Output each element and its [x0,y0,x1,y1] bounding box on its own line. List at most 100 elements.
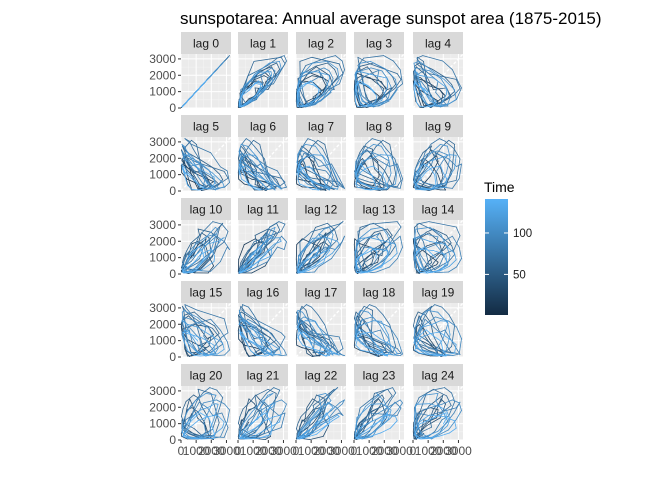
lag-segment [419,74,435,79]
lag-segment [264,243,275,254]
lag-segment [416,71,422,87]
lag-segment [182,323,188,340]
lag-segment [422,426,433,432]
lag-segment [434,419,443,432]
facet-strip [238,115,288,137]
lag-segment [186,266,198,273]
lag-segment [326,237,338,242]
lag-segment [264,401,271,409]
lag-segment [314,320,324,336]
lag-segment [364,254,371,261]
lag-segment [181,425,185,433]
lag-segment [325,409,336,423]
lag-segment [190,234,201,244]
lag-segment [203,183,212,190]
lag-segment [416,188,425,191]
lag-segment [269,336,278,345]
lag-segment [303,271,316,274]
facet-label: lag 15 [190,286,223,300]
lag-segment [296,326,303,337]
lag-segment [359,349,372,354]
lag-segment [370,261,379,266]
lag-segment [203,406,212,423]
lag-segment [443,416,455,422]
lag-segment [244,100,250,105]
lag-segment [257,422,273,437]
lag-segment [240,165,246,169]
lag-segment [188,344,199,354]
lag-segment [429,256,433,264]
lag-segment [383,338,390,351]
lag-segment [238,178,245,185]
lag-segment [249,140,257,149]
lag-segment [357,160,363,171]
lag-segment [297,89,301,96]
facet-strip [296,281,346,303]
lag-segment [263,75,269,79]
lag-segment [448,314,456,326]
facet-strip [413,281,463,303]
lag-segment [366,408,373,417]
lag-segment [356,312,361,324]
lag-segment [207,178,215,183]
lag-segment [253,401,261,417]
lag-segment [354,91,356,103]
facet-label: lag 17 [305,286,338,300]
lag-segment [432,387,445,391]
lag-segment [280,56,286,65]
lag-segment [243,326,255,337]
lag-path [295,387,345,441]
lag-segment [355,334,369,339]
x-tick-label: 2000 [313,444,340,458]
lag-segment [242,304,249,308]
lag-segment [181,168,187,176]
lag-segment [219,166,228,172]
lag-segment [302,165,310,169]
lag-segment [241,154,247,159]
lag-segment [238,309,242,319]
lag-segment [435,92,444,102]
lag-segment [370,103,381,107]
lag-segment [254,420,265,429]
lag-segment [260,183,264,190]
lag-segment [440,78,447,88]
lag-segment [389,89,398,100]
lag-segment [296,85,302,93]
lag-segment [214,403,219,405]
lag-segment [254,395,258,407]
lag-segment [267,246,278,263]
lag-segment [369,336,398,349]
legend-title: Time [484,179,515,195]
lag-segment [184,138,192,145]
lag-segment [273,399,282,404]
lag-segment [183,249,188,258]
lag-segment [307,237,322,245]
lag-segment [414,237,418,245]
lag-segment [312,234,327,244]
lag-segment [334,229,339,241]
lag-segment [375,184,378,190]
lag-segment [302,150,311,156]
legend-tick-label: 100 [513,228,532,240]
lag-segment [372,425,382,433]
lag-segment [238,143,242,153]
lag-segment [442,93,448,101]
lag-segment [252,80,259,87]
lag-segment [361,316,374,321]
lag-segment [451,399,460,404]
lag-segment [312,338,323,346]
lag-segment [399,69,403,85]
lag-segment [380,97,389,105]
lag-segment [429,435,440,439]
lag-segment [308,400,315,410]
y-tick-label: 2000 [149,234,176,248]
lag-path [412,138,462,192]
lag-segment [375,95,378,102]
lag-segment [356,338,372,349]
lag-segment [194,392,207,402]
lag-path [353,138,403,192]
lag-segment [192,267,199,273]
lag-segment [360,349,376,354]
lag-segment [183,309,199,319]
lag-segment [372,165,383,174]
